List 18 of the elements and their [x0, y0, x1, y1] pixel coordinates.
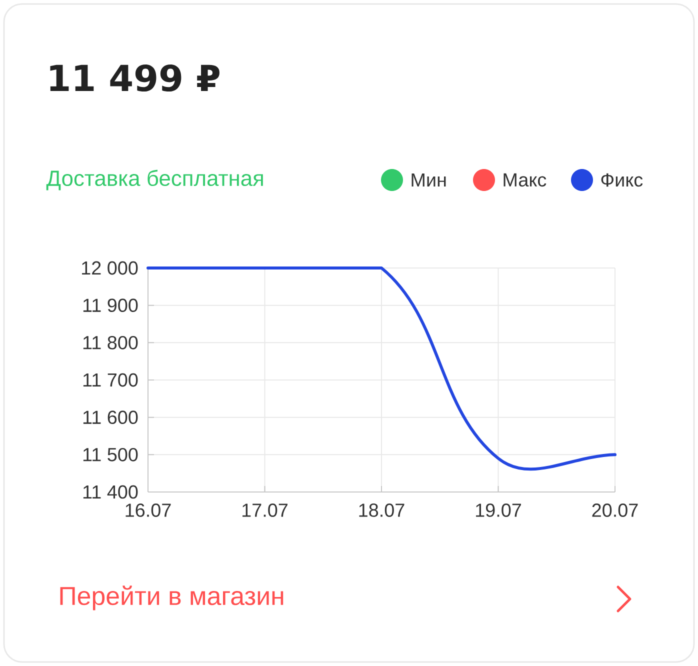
x-tick-label: 17.07	[242, 504, 288, 517]
y-tick-label: 11 600	[83, 410, 138, 424]
text: Перейти в магазин	[60, 586, 284, 610]
chart-title: 11 499 ₽	[50, 64, 220, 92]
y-tick-label: 12 000	[82, 261, 138, 275]
y-tick-label: 11 400	[83, 485, 138, 499]
y-tick-label: 11 700	[83, 373, 138, 387]
legend-label: Мин	[412, 173, 446, 186]
x-tick-label: 19.07	[476, 504, 521, 517]
y-tick-label: 11 800	[83, 336, 138, 350]
x-tick-label: 20.07	[592, 504, 638, 517]
x-tick-label: 16.07	[126, 504, 171, 517]
y-tick-label: 11 900	[83, 298, 138, 312]
x-tick-label: 18.07	[359, 504, 404, 517]
y-tick-label: 11 500	[83, 448, 138, 462]
legend-label: Фикс	[601, 173, 643, 187]
chart-subtitle: Доставка бесплатная	[46, 170, 263, 190]
legend-label: Макс	[504, 173, 546, 187]
